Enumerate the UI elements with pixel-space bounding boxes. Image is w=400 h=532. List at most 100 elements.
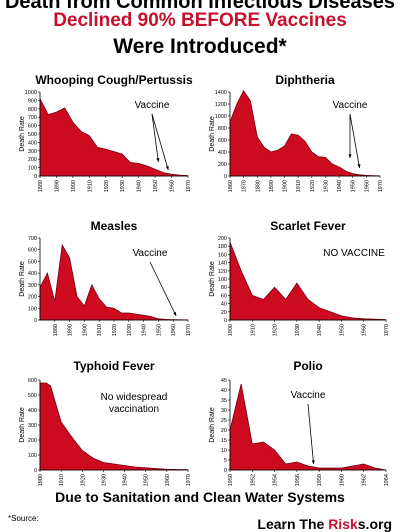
- brand-part-2: Risk: [328, 516, 358, 532]
- y-tick-label: 600: [28, 378, 37, 384]
- chart-area-series: [39, 98, 189, 177]
- y-tick-label: 600: [28, 248, 37, 254]
- x-tick-label: 1950: [156, 324, 162, 336]
- y-tick-label: 100: [28, 306, 37, 312]
- y-tick-label: 0: [34, 174, 37, 180]
- x-tick-label: 1910: [296, 180, 302, 192]
- page-title-line-1: Death from Common Infectious Diseases: [4, 0, 396, 13]
- chart-panel-2: Measles 0 100 200 300 400 500 600 700 1880 1890 190…: [19, 219, 192, 336]
- x-tick-label: 1920: [80, 474, 86, 486]
- y-tick-label: 800: [28, 107, 37, 113]
- chart-annotation: NO VACCINE: [323, 248, 385, 259]
- x-tick-label: 1900: [71, 180, 77, 192]
- x-tick-label: 1952: [250, 474, 256, 486]
- y-axis-label: Death Rate: [209, 116, 216, 152]
- brand-part-1: Learn The: [257, 516, 329, 532]
- chart-panel-0: Whooping Cough/Pertussis 0 100 200 300 400 500…: [19, 73, 193, 192]
- x-tick-label: 1950: [153, 180, 159, 192]
- y-tick-label: 20: [221, 428, 227, 434]
- y-tick-label: 400: [28, 271, 37, 277]
- y-tick-label: 0: [34, 468, 37, 474]
- x-tick-label: 1956: [295, 474, 301, 486]
- x-tick-label: 1940: [123, 474, 129, 486]
- x-tick-label: 1958: [317, 474, 323, 486]
- x-tick-label: 1890: [54, 180, 60, 192]
- x-tick-label: 1970: [186, 324, 192, 336]
- y-axis-label: Death Rate: [209, 261, 216, 297]
- x-tick-label: 1950: [144, 474, 150, 486]
- chart-title: Whooping Cough/Pertussis: [35, 73, 193, 87]
- y-tick-label: 0: [34, 318, 37, 324]
- y-axis-label: Death Rate: [19, 261, 26, 297]
- y-tick-label: 120: [218, 269, 227, 275]
- x-tick-label: 1930: [101, 474, 107, 486]
- y-tick-label: 200: [28, 295, 37, 301]
- y-tick-label: 30: [221, 408, 227, 414]
- x-tick-label: 1910: [97, 324, 103, 336]
- x-tick-label: 1900: [283, 180, 289, 192]
- y-tick-label: 140: [218, 261, 227, 267]
- x-tick-label: 1870: [242, 180, 248, 192]
- chart-annotation: vaccination: [109, 404, 159, 415]
- x-tick-label: 1890: [68, 324, 74, 336]
- annotation-arrowhead: [173, 312, 177, 316]
- chart-panel-4: Typhoid Fever 0 100 200 300 400 500 600 1900 1910…: [19, 359, 192, 486]
- y-tick-label: 35: [221, 398, 227, 404]
- chart-panel-3: Scarlet Fever 0 20 40 60 80 100 120 140 160 180 200…: [209, 219, 390, 336]
- chart-annotation: Vaccine: [333, 100, 368, 111]
- x-tick-label: 1880: [38, 180, 44, 192]
- y-tick-label: 300: [28, 149, 37, 155]
- x-tick-label: 1960: [362, 324, 368, 336]
- chart-area-series: [39, 382, 189, 471]
- y-tick-label: 800: [218, 126, 227, 132]
- page-title-line-2: Declined 90% BEFORE Vaccines: [53, 10, 347, 31]
- footer-caption: Due to Sanitation and Clean Water System…: [55, 489, 345, 505]
- chart-annotation: Vaccine: [291, 390, 326, 401]
- brand-logo: Learn The Risks.org: [257, 516, 392, 532]
- y-tick-label: 1000: [215, 114, 227, 120]
- y-tick-label: 1000: [25, 90, 37, 96]
- x-tick-label: 1920: [273, 324, 279, 336]
- x-tick-label: 1964: [384, 474, 390, 486]
- y-tick-label: 500: [28, 393, 37, 399]
- x-tick-label: 1970: [378, 180, 384, 192]
- y-tick-label: 0: [224, 468, 227, 474]
- y-tick-label: 80: [221, 285, 227, 291]
- x-tick-label: 1900: [228, 324, 234, 336]
- chart-area-series: [229, 90, 381, 177]
- y-tick-label: 200: [28, 438, 37, 444]
- annotation-arrow: [307, 403, 314, 465]
- chart-title: Polio: [293, 359, 322, 373]
- annotation-arrowhead: [357, 164, 361, 168]
- annotation-arrow: [151, 113, 159, 163]
- chart-title: Typhoid Fever: [73, 359, 154, 373]
- x-tick-label: 1890: [269, 180, 275, 192]
- x-tick-label: 1962: [362, 474, 368, 486]
- x-tick-label: 1910: [87, 180, 93, 192]
- x-tick-label: 1970: [186, 180, 192, 192]
- x-tick-label: 1900: [38, 474, 44, 486]
- x-tick-label: 1950: [339, 324, 345, 336]
- x-tick-label: 1954: [273, 474, 279, 486]
- y-tick-label: 1400: [215, 90, 227, 96]
- y-tick-label: 400: [28, 408, 37, 414]
- y-axis-label: Death Rate: [209, 407, 216, 443]
- y-tick-label: 40: [221, 388, 227, 394]
- x-tick-label: 1940: [137, 180, 143, 192]
- x-tick-label: 1960: [165, 474, 171, 486]
- annotation-arrow: [149, 261, 177, 317]
- x-tick-label: 1950: [228, 474, 234, 486]
- y-tick-label: 10: [221, 448, 227, 454]
- x-tick-label: 1900: [82, 324, 88, 336]
- chart-area-series: [229, 241, 387, 321]
- chart-panel-1: Diphtheria 0 200 400 600 800 1000 1200 1400 1860 1…: [209, 73, 384, 192]
- y-tick-label: 600: [28, 124, 37, 130]
- y-tick-label: 700: [28, 236, 37, 242]
- x-tick-label: 1930: [295, 324, 301, 336]
- y-tick-label: 200: [218, 162, 227, 168]
- annotation-arrowhead: [165, 166, 169, 170]
- y-tick-label: 200: [218, 236, 227, 242]
- y-tick-label: 25: [221, 418, 227, 424]
- y-tick-label: 900: [28, 98, 37, 104]
